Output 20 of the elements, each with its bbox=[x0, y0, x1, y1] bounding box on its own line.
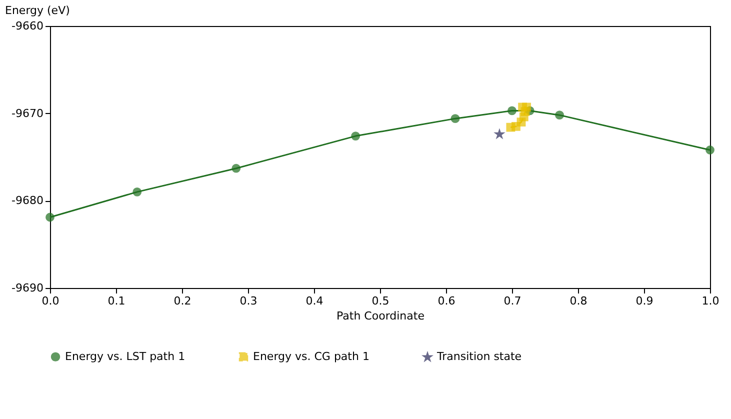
x-tick-label: 0.6 bbox=[438, 294, 456, 308]
x-tick-label: 0.1 bbox=[108, 294, 126, 308]
legend-label: Transition state bbox=[436, 350, 522, 364]
y-tick-label: -9680 bbox=[12, 194, 44, 208]
x-tick-label: 0.9 bbox=[636, 294, 654, 308]
x-tick-label: 1.0 bbox=[702, 294, 720, 308]
legend-label: Energy vs. CG path 1 bbox=[253, 350, 370, 363]
x-tick-label: 0.5 bbox=[372, 294, 390, 308]
y-tick-label: -9690 bbox=[12, 282, 44, 294]
y-tick-label: -9670 bbox=[12, 106, 44, 120]
x-tick-label: 0.7 bbox=[504, 294, 522, 308]
x-axis-title: Path Coordinate bbox=[336, 310, 425, 322]
y-axis-title: Energy (eV) bbox=[5, 4, 70, 17]
x-tick-label: 0.4 bbox=[306, 294, 324, 308]
x-tick-label: 0.2 bbox=[174, 294, 192, 308]
x-tick-label: 0.0 bbox=[42, 294, 60, 308]
x-tick-label: 0.3 bbox=[240, 294, 258, 308]
legend-label: Energy vs. LST path 1 bbox=[65, 350, 186, 363]
y-tick-label: -9660 bbox=[12, 20, 44, 32]
x-tick-label: 0.8 bbox=[570, 294, 588, 308]
